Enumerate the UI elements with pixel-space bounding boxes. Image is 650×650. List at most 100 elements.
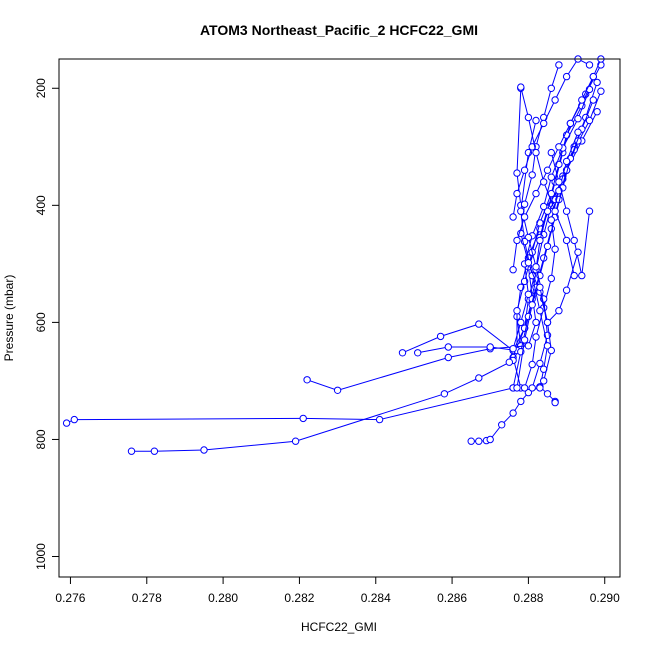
data-point [528,171,536,179]
data-point [505,358,513,366]
series-7 [505,85,594,366]
data-point [444,343,452,351]
x-tick-label: 0.280 [208,591,238,605]
data-point [562,157,571,166]
chart-title: ATOM3 Northeast_Pacific_2 HCFC22_GMI [200,22,478,38]
data-point [593,108,601,116]
data-point [509,409,517,417]
data-point [486,343,494,351]
data-point [528,384,536,392]
series-line [402,64,602,354]
data-point [547,173,555,181]
data-point [532,116,540,125]
series-line [516,99,594,388]
data-point [513,307,521,315]
x-tick-label: 0.288 [513,591,543,605]
data-point [303,376,311,384]
data-point [528,301,536,309]
data-point [513,384,521,392]
data-point [562,72,571,81]
data-point [524,342,533,350]
data-point [70,415,79,424]
plot-layer [62,55,605,455]
data-point [540,202,548,211]
data-point [440,390,449,398]
data-point [475,374,483,382]
data-point [540,377,548,385]
series-10 [520,128,582,392]
data-point [150,447,159,455]
data-point [520,213,529,221]
data-point [517,318,525,327]
data-point [555,143,563,151]
series-14 [509,55,605,274]
y-tick-label: 400 [34,195,48,215]
data-point [475,320,483,328]
data-point [513,189,521,198]
data-point [536,359,544,368]
data-point [509,213,517,221]
y-tick-label: 800 [34,429,48,449]
data-point [520,166,529,174]
data-point [566,119,575,128]
data-point [475,437,483,445]
data-point [520,200,529,208]
data-point [532,189,540,198]
data-point [547,84,555,93]
data-point [574,115,582,123]
series-17 [547,148,594,280]
data-point [547,274,555,283]
series-8 [509,137,582,392]
data-point [513,169,521,177]
data-point [291,437,300,445]
data-point [532,263,540,271]
data-point [585,207,594,215]
data-point [536,283,544,291]
data-point [517,397,525,406]
data-point [562,236,571,245]
x-tick-label: 0.282 [284,591,314,605]
data-point [597,87,605,95]
data-point [524,290,533,298]
x-axis: 0.276 0.278 0.280 0.282 0.284 0.286 0.288 0.290 [55,576,620,605]
data-point [333,386,342,394]
y-tick-label: 200 [34,78,48,98]
data-point [574,128,582,136]
x-tick-label: 0.276 [55,591,85,605]
data-point [551,96,559,104]
data-point [62,419,71,427]
data-point [200,446,208,454]
data-point [555,61,563,69]
data-point [543,390,552,398]
data-point [509,266,517,274]
data-point [547,346,555,355]
data-point [536,236,544,245]
data-point [570,236,578,245]
data-point [543,318,552,327]
y-axis: 200 400 600 800 1000 [34,78,60,570]
y-axis-label: Pressure (mbar) [2,275,16,362]
data-point [414,349,422,357]
y-tick-label: 600 [34,312,48,332]
data-point [547,216,555,224]
series-16 [517,83,578,280]
series-1 [467,383,559,445]
data-point [486,435,494,444]
data-point [375,415,384,424]
data-point [524,259,533,267]
series-15 [509,55,594,221]
data-point [436,332,445,341]
data-point [562,207,571,215]
data-point [536,307,544,315]
x-axis-label: HCFC22_GMI [301,620,377,634]
data-point [551,245,559,253]
data-point [127,447,136,455]
y-tick-label: 1000 [34,543,48,570]
data-point [467,437,475,445]
data-point [543,166,552,174]
series-line [550,152,590,276]
data-point [578,96,586,104]
data-point [398,349,407,357]
